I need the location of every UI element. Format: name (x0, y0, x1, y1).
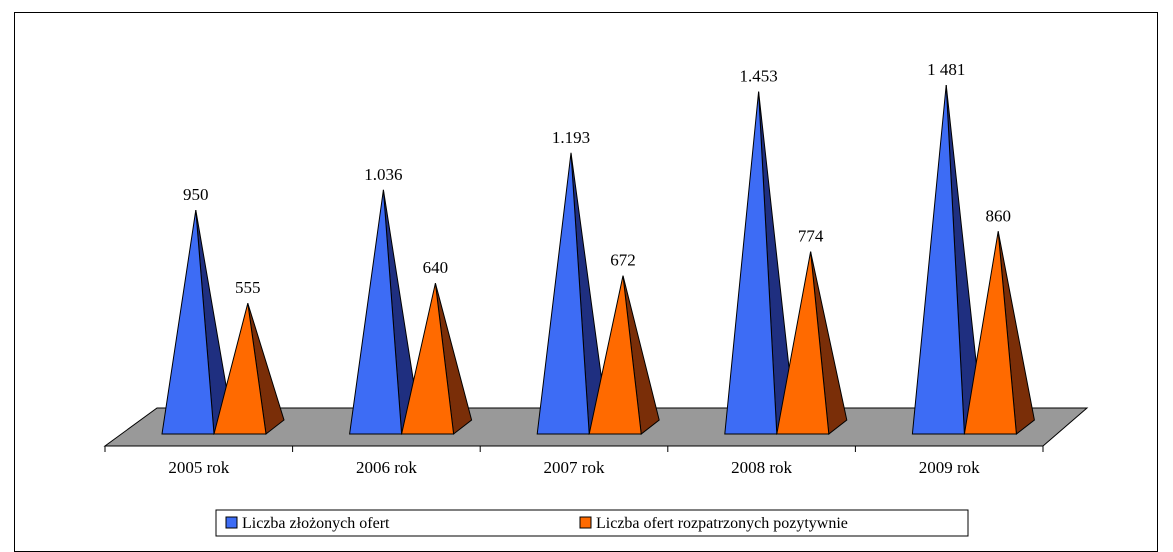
data-label: 640 (423, 258, 449, 277)
data-label: 1.036 (364, 165, 402, 184)
data-label: 1 481 (927, 60, 965, 79)
data-label: 555 (235, 278, 261, 297)
data-label: 1.453 (739, 67, 777, 86)
pyramid-offers-approved (776, 251, 830, 435)
data-label: 672 (610, 251, 636, 270)
data-label: 1.193 (552, 128, 590, 147)
pyramid-offers-submitted (349, 189, 403, 435)
pyramid-offers-approved (963, 231, 1017, 435)
legend-label: Liczba ofert rozpatrzonych pozytywnie (596, 515, 848, 532)
pyramid-offers-submitted (161, 210, 215, 435)
x-tick-label: 2007 rok (544, 458, 605, 477)
pyramid-offers-approved (213, 303, 267, 435)
pyramid-offers-approved (588, 275, 642, 435)
x-tick-label: 2005 rok (168, 458, 229, 477)
pyramid-offers-submitted (536, 152, 590, 435)
legend-swatch (225, 516, 238, 529)
x-tick-label: 2009 rok (919, 458, 980, 477)
legend-label: Liczba złożonych ofert (242, 515, 390, 532)
pyramid-offers-approved (400, 283, 455, 435)
x-tick-label: 2008 rok (731, 458, 792, 477)
pyramid-offers-submitted (911, 84, 965, 435)
data-label: 950 (183, 185, 209, 204)
data-label: 774 (798, 227, 824, 246)
x-tick-label: 2006 rok (356, 458, 417, 477)
legend-swatch (579, 516, 592, 529)
pyramid-offers-submitted (724, 91, 778, 435)
legend-box (215, 509, 969, 537)
data-label: 860 (985, 206, 1011, 225)
